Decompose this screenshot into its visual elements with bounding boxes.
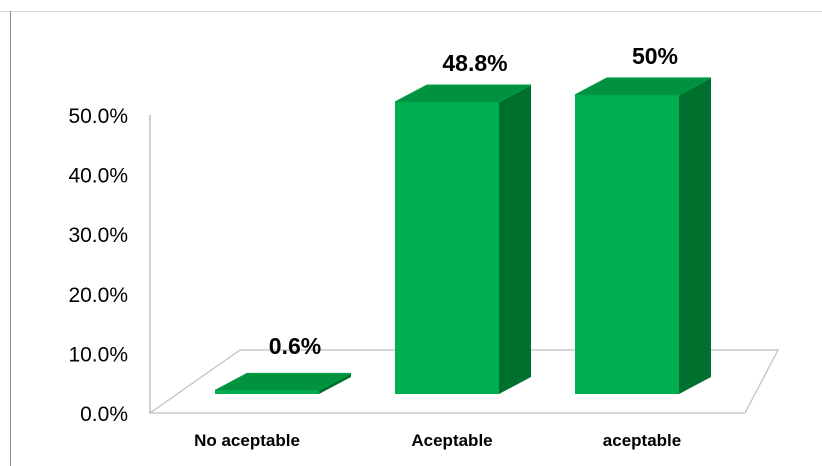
y-tick-label: 0.0% <box>80 403 128 426</box>
x-category-label: Aceptable <box>411 431 492 450</box>
y-tick-label: 30.0% <box>68 224 128 247</box>
bar-top-face <box>214 372 352 391</box>
bar-front-face <box>395 102 499 394</box>
data-label: 48.8% <box>442 50 507 76</box>
bar <box>394 84 532 394</box>
y-tick-label: 50.0% <box>68 105 128 128</box>
bar-side-face <box>499 85 531 394</box>
y-tick-label: 10.0% <box>68 343 128 366</box>
bar-top-face <box>574 77 712 96</box>
chart-frame-left-border <box>10 11 11 466</box>
bar-side-face <box>319 373 351 394</box>
chart-frame-top-border <box>0 11 822 12</box>
bar-side-face <box>679 77 711 394</box>
bar <box>574 77 712 394</box>
data-label: 50% <box>632 43 678 69</box>
bar <box>214 372 352 394</box>
y-tick-label: 20.0% <box>68 284 128 307</box>
x-category-label: aceptable <box>603 431 681 450</box>
data-label: 0.6% <box>269 333 321 359</box>
bar-top-face <box>394 84 532 103</box>
bar-front-face <box>215 390 319 394</box>
bar-front-face <box>575 94 679 394</box>
x-category-label: No aceptable <box>194 431 300 450</box>
y-tick-label: 40.0% <box>68 165 128 188</box>
